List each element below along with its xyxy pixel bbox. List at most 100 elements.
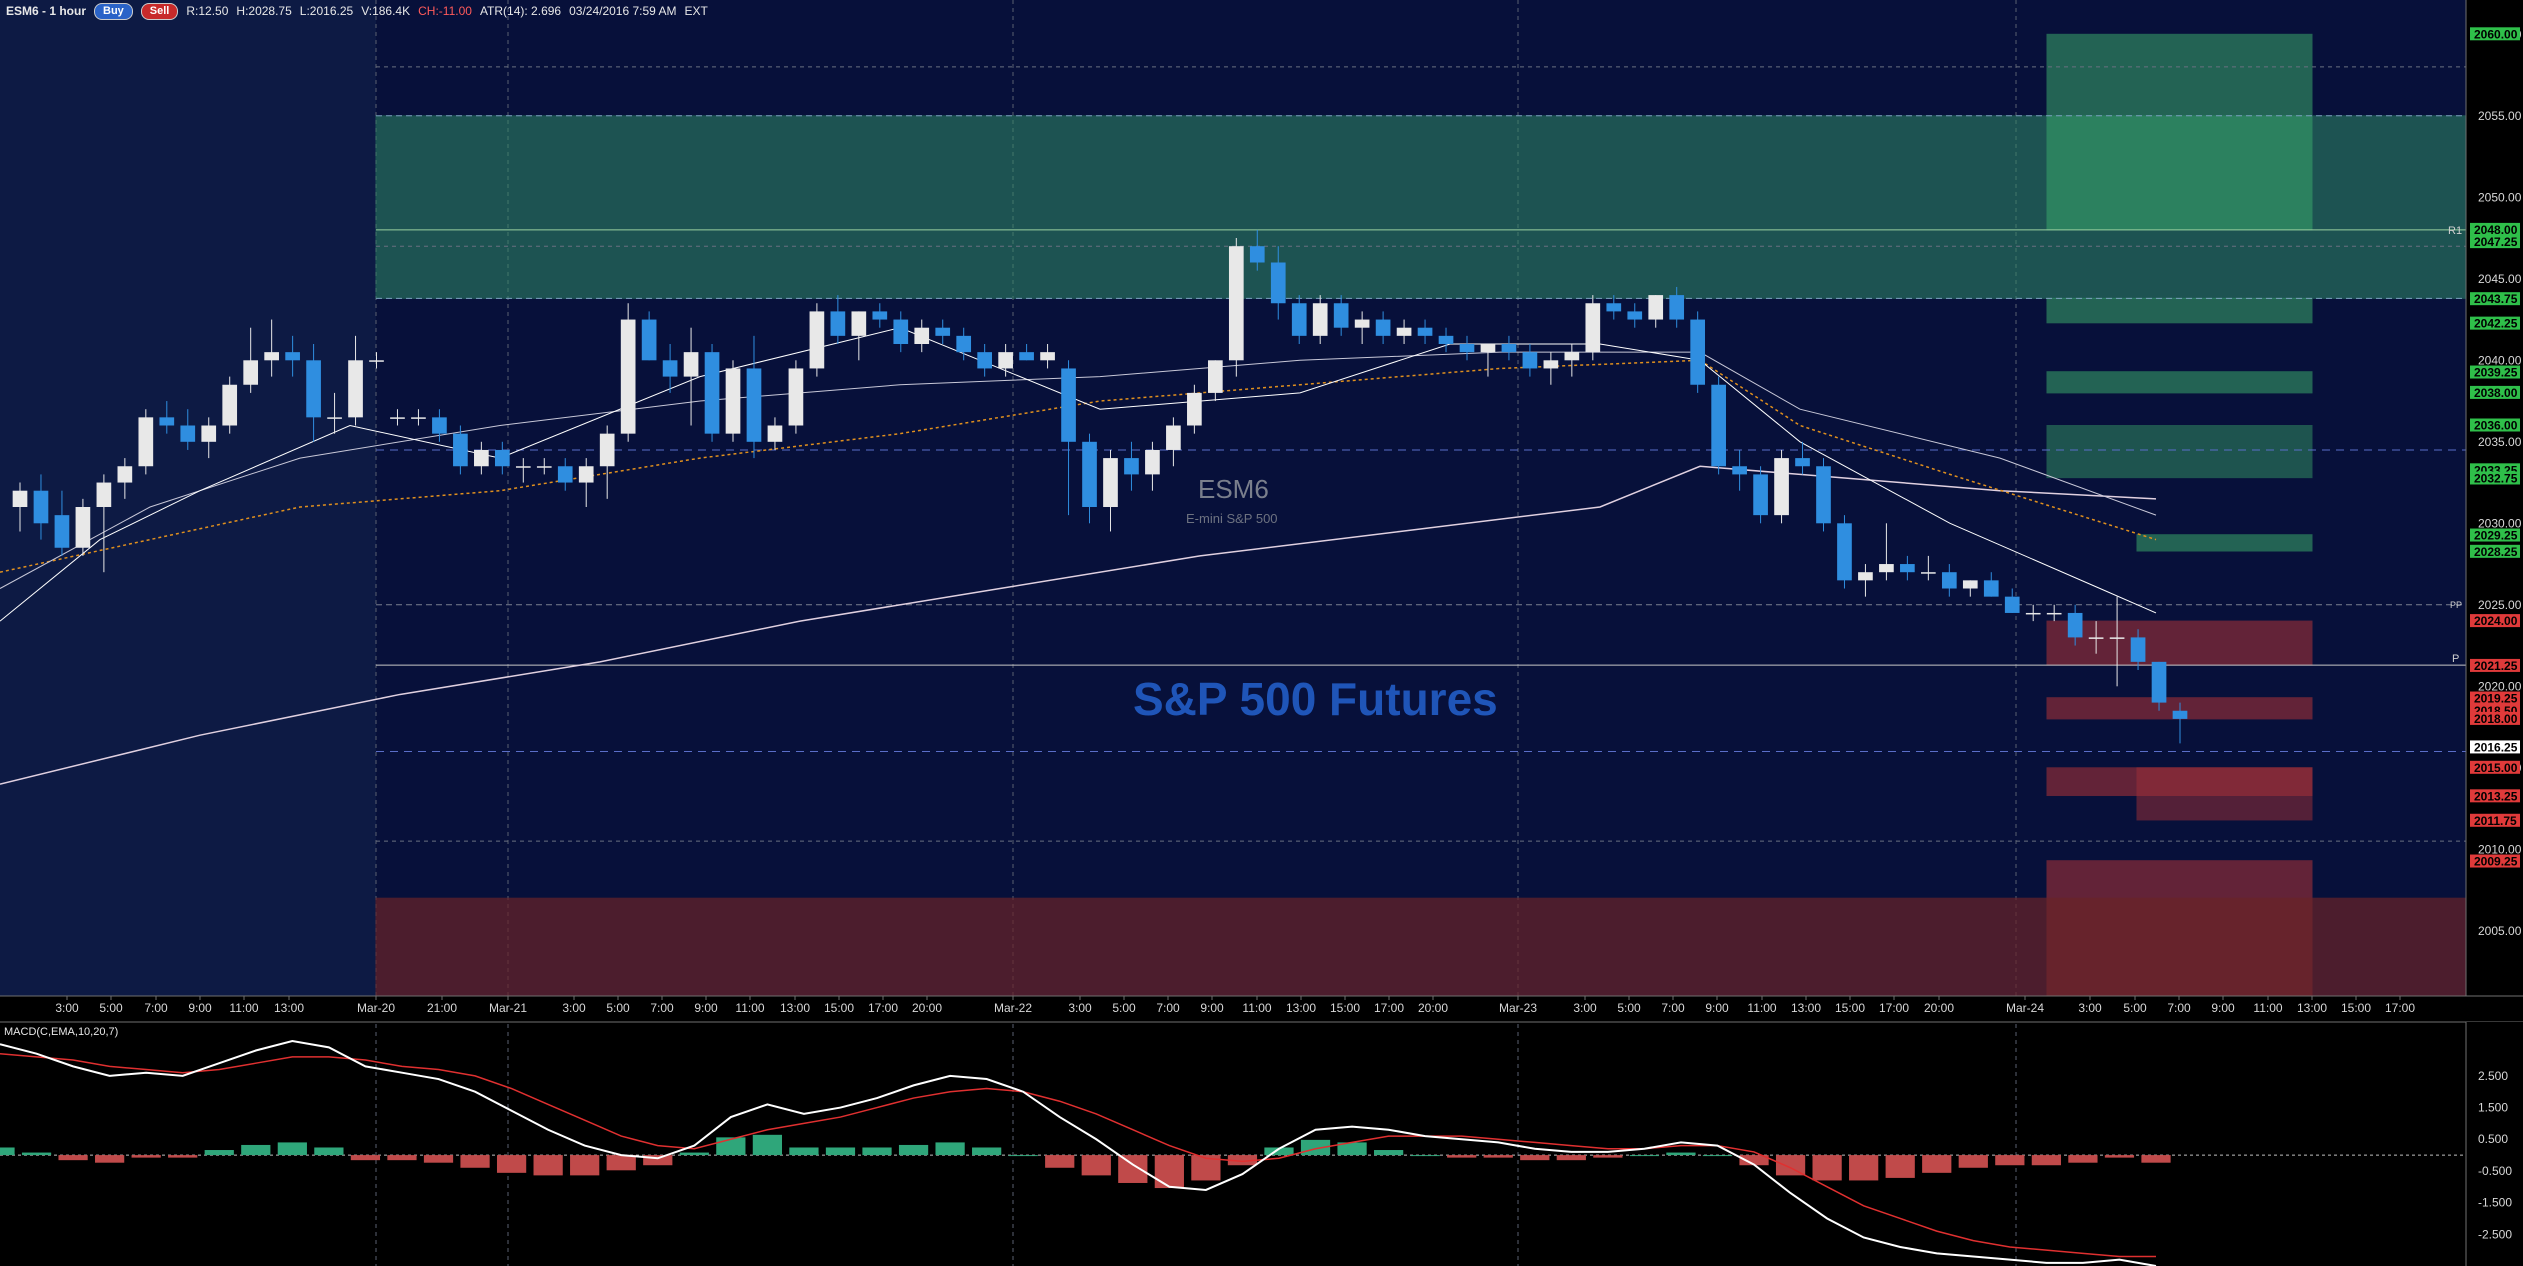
price-label-text: 2011.75 xyxy=(2474,814,2517,828)
candle-body xyxy=(1564,352,1580,361)
green-box-2036 xyxy=(2046,425,2313,479)
candle-body xyxy=(809,311,825,369)
price-label-box xyxy=(2470,471,2520,485)
price-axis-bg xyxy=(2466,0,2523,996)
time-tick-label: 13:00 xyxy=(1286,1001,1316,1015)
time-tick-label: Mar-20 xyxy=(357,1001,395,1015)
candle-body xyxy=(453,433,468,467)
candle-body xyxy=(2067,612,2083,638)
candle-body xyxy=(1480,344,1496,353)
candle-body xyxy=(1795,458,1810,467)
green-box-2029 xyxy=(2136,534,2313,552)
macd-histogram-bar xyxy=(1702,1155,1733,1157)
candle-body xyxy=(1396,327,1412,336)
candle-body xyxy=(851,311,867,336)
candle-body xyxy=(12,490,28,507)
price-label-text: 2016.25 xyxy=(2474,740,2518,754)
time-tick-label: 11:00 xyxy=(1242,1001,1271,1015)
candle-body xyxy=(1019,352,1034,361)
macd-histogram-bar xyxy=(643,1155,673,1166)
candle-body xyxy=(264,352,279,361)
macd-line xyxy=(0,1039,2157,1266)
price-tick-label: 2030.00 xyxy=(2478,516,2522,530)
macd-tick-label: -2.500 xyxy=(2478,1227,2512,1241)
candle-body xyxy=(1585,303,1601,353)
macd-histogram-bar xyxy=(2031,1155,2061,1166)
low-stat: L:2016.25 xyxy=(299,4,354,18)
volume-stat: V:186.4K xyxy=(361,4,411,18)
time-tick-label: 5:00 xyxy=(1112,1001,1136,1015)
candle-body xyxy=(1501,344,1517,353)
time-tick-label: 5:00 xyxy=(606,1001,630,1015)
macd-histogram-bar xyxy=(898,1144,929,1156)
macd-tick-label: -1.500 xyxy=(2478,1196,2512,1210)
candle-body xyxy=(578,466,594,483)
candle-body xyxy=(1354,319,1370,328)
macd-histogram-bar xyxy=(350,1155,381,1161)
candle-body xyxy=(2025,612,2041,615)
sell-button[interactable]: Sell xyxy=(140,2,179,20)
candle-body xyxy=(348,360,363,418)
candle-body xyxy=(1249,246,1265,263)
time-tick-label: 17:00 xyxy=(1879,1001,1909,1015)
price-label-box xyxy=(2470,544,2520,558)
candle-body xyxy=(138,417,154,467)
price-tick-label: 2035.00 xyxy=(2478,435,2522,449)
macd-histogram-bar xyxy=(1410,1155,1440,1157)
macd-histogram-bar xyxy=(862,1147,892,1156)
time-tick-label: 17:00 xyxy=(1374,1001,1404,1015)
candle-body xyxy=(683,352,699,377)
macd-histogram-bar xyxy=(1447,1155,1477,1158)
price-label-text: 2019.25 xyxy=(2474,692,2518,706)
candle-body xyxy=(1124,458,1139,475)
time-tick-label: Mar-23 xyxy=(1499,1001,1537,1015)
candle-body xyxy=(2004,596,2020,613)
time-tick-label: 15:00 xyxy=(2341,1001,2371,1015)
time-tick-label: 17:00 xyxy=(2385,1001,2415,1015)
candle-body xyxy=(494,449,510,467)
candle-body xyxy=(746,368,762,442)
candle-body xyxy=(1921,572,1936,574)
time-tick-label: Mar-24 xyxy=(2006,1001,2044,1015)
candle-body xyxy=(767,425,783,442)
candle-body xyxy=(285,352,300,361)
macd-histogram-bar xyxy=(58,1155,88,1161)
macd-tick-label: 2.500 xyxy=(2478,1069,2508,1083)
candle-body xyxy=(96,482,112,507)
candle-body xyxy=(159,417,175,426)
time-tick-label: 20:00 xyxy=(912,1001,942,1015)
price-tick-label: 2025.00 xyxy=(2478,598,2522,612)
price-label-text: 2029.25 xyxy=(2474,529,2518,543)
macd-histogram-bar xyxy=(1118,1155,1148,1183)
time-tick-label: 7:00 xyxy=(1156,1001,1180,1015)
time-tick-label: 5:00 xyxy=(1617,1001,1641,1015)
buy-button[interactable]: Buy xyxy=(94,2,133,20)
candle-body xyxy=(998,352,1013,369)
ma-200 xyxy=(0,465,2157,785)
green-box-2043 xyxy=(2046,297,2313,324)
red-box-2011 xyxy=(2136,767,2313,821)
macd-histogram-bar xyxy=(1520,1155,1550,1161)
macd-histogram-bar xyxy=(1373,1150,1404,1156)
candle-body xyxy=(1690,319,1706,385)
price-label-text: 2032.75 xyxy=(2474,471,2518,485)
time-tick-label: 3:00 xyxy=(1068,1001,1092,1015)
time-tick-label: 7:00 xyxy=(2167,1001,2191,1015)
price-label-box xyxy=(2470,760,2520,774)
candle-body xyxy=(1962,580,1978,589)
price-tick-label: 2020.00 xyxy=(2478,679,2522,693)
candle-body xyxy=(117,466,133,483)
price-label-text: 2021.25 xyxy=(2474,659,2518,673)
candle-body xyxy=(1312,303,1328,336)
time-tick-label: 7:00 xyxy=(650,1001,674,1015)
time-tick-label: 15:00 xyxy=(1330,1001,1360,1015)
candle-body xyxy=(369,360,384,362)
time-tick-label: 7:00 xyxy=(144,1001,168,1015)
macd-tick-label: -0.500 xyxy=(2478,1164,2512,1178)
time-tick-label: 15:00 xyxy=(1835,1001,1865,1015)
macd-label: MACD(C,EMA,10,20,7) xyxy=(4,1026,119,1038)
macd-histogram-bar xyxy=(1081,1155,1111,1176)
price-label-box xyxy=(2470,528,2520,542)
time-tick-label: 9:00 xyxy=(188,1001,212,1015)
